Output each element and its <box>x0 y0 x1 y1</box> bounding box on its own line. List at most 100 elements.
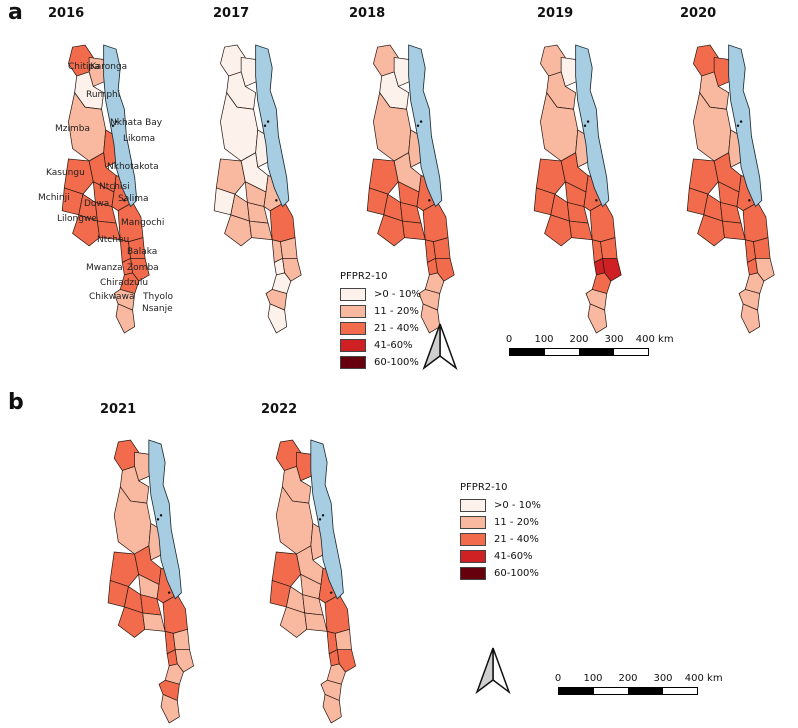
scale-segment <box>559 688 594 694</box>
island-marker <box>416 124 420 128</box>
scale-label: 100 <box>534 334 554 345</box>
map-2022 <box>269 439 357 724</box>
legend-item: 60-100% <box>460 565 541 582</box>
district <box>269 201 296 243</box>
island-marker <box>123 199 126 202</box>
island-marker <box>114 120 118 123</box>
legend-label: 60-100% <box>494 568 539 579</box>
scale-label: 300 <box>653 673 673 684</box>
district <box>722 220 746 241</box>
island-marker <box>419 120 423 123</box>
district <box>569 220 593 241</box>
scale-label: 400 km <box>635 334 674 345</box>
district <box>304 612 328 632</box>
district-label: Zomba <box>127 263 159 273</box>
scale-segment <box>579 349 614 355</box>
district <box>744 272 765 295</box>
island-marker <box>736 124 740 128</box>
district <box>688 158 719 195</box>
district <box>368 158 399 195</box>
district-label: Mzimba <box>55 124 90 134</box>
map-2016 <box>61 44 150 334</box>
district <box>271 272 292 295</box>
district-label: Kasungu <box>46 168 85 178</box>
legend-label: 21 - 40% <box>494 534 539 545</box>
scale-label: 300 <box>604 334 624 345</box>
legend-label: 41-60% <box>494 551 533 562</box>
district <box>334 628 352 651</box>
year-title-2016: 2016 <box>48 6 85 21</box>
legend-swatch <box>460 516 486 529</box>
island-marker <box>156 518 160 521</box>
map-2020 <box>686 44 775 334</box>
district <box>282 257 302 282</box>
district <box>435 257 455 282</box>
district-label: Nkhata Bay <box>110 118 163 128</box>
district <box>117 606 146 638</box>
district <box>296 451 316 482</box>
island-marker <box>329 591 333 594</box>
district-label: Chikwawa <box>89 292 135 302</box>
map-2018 <box>366 44 455 334</box>
district <box>377 214 405 247</box>
district <box>109 551 140 587</box>
district <box>742 201 769 243</box>
district-label: Chiradzulu <box>100 278 149 288</box>
legend-label: >0 - 10% <box>374 289 421 300</box>
legend-swatch <box>460 499 486 512</box>
district <box>162 594 188 634</box>
scale-label: 200 <box>569 334 589 345</box>
district-label: Nkhotakota <box>107 162 159 172</box>
island-marker <box>739 120 743 123</box>
district <box>224 214 252 247</box>
north-arrow-icon <box>475 647 511 695</box>
island-marker <box>428 199 431 202</box>
district <box>544 214 572 247</box>
district <box>119 272 140 295</box>
district <box>589 201 616 243</box>
district-label: Mangochi <box>121 218 165 228</box>
district <box>271 551 302 587</box>
district-label: Ntchisi <box>99 182 130 192</box>
island-marker <box>266 120 270 123</box>
island-marker <box>167 591 171 594</box>
scale-segment <box>628 688 663 694</box>
legend-label: 60-100% <box>374 357 419 368</box>
lake-malawi <box>408 44 443 208</box>
district <box>164 663 184 685</box>
district-label: Karonga <box>90 62 128 72</box>
legend-swatch <box>460 533 486 546</box>
scale-label: 100 <box>583 673 603 684</box>
island-marker <box>748 199 751 202</box>
district <box>755 257 775 282</box>
district-label: Ntcheu <box>97 235 130 245</box>
legend-item: 60-100% <box>340 354 421 371</box>
district <box>326 663 346 685</box>
district <box>134 451 154 482</box>
scale-label: 200 <box>618 673 638 684</box>
district <box>600 237 618 259</box>
district <box>215 158 246 195</box>
district-label: Nsanje <box>142 304 173 314</box>
scale-segment <box>510 349 545 355</box>
district <box>142 612 166 632</box>
district <box>174 649 195 673</box>
legend-label: 41-60% <box>374 340 413 351</box>
district <box>602 257 622 282</box>
map-2019 <box>533 44 622 334</box>
district-label: Mwanza <box>86 263 123 273</box>
district <box>402 220 426 241</box>
scale-track <box>509 348 649 356</box>
legend-item: >0 - 10% <box>340 286 421 303</box>
legend-label: 11 - 20% <box>494 517 539 528</box>
district <box>713 57 734 87</box>
scale-segment <box>662 688 697 694</box>
scale-track <box>558 687 698 695</box>
district <box>88 57 109 87</box>
district-label: Chitipa <box>68 62 100 72</box>
legend-swatch <box>340 322 366 335</box>
year-title-2019: 2019 <box>537 6 574 21</box>
island-marker <box>595 199 598 202</box>
year-title-2017: 2017 <box>213 6 250 21</box>
district <box>249 220 273 241</box>
